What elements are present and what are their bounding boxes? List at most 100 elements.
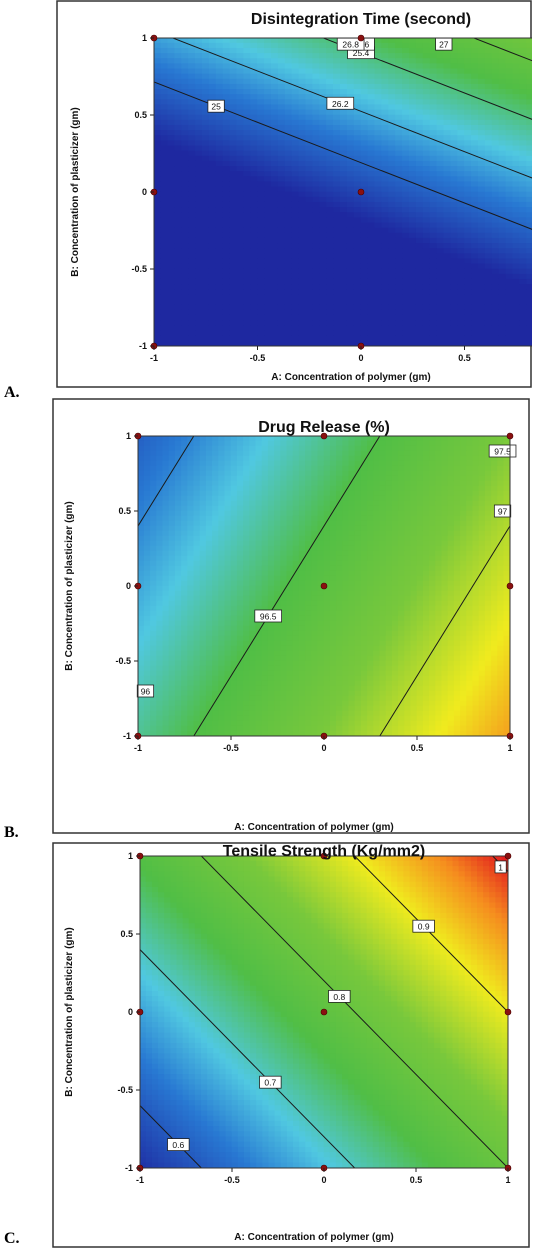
heatmap-cell xyxy=(519,181,528,188)
heatmap-cell xyxy=(519,320,528,326)
heatmap-cell xyxy=(218,490,226,497)
heatmap-cell xyxy=(415,217,424,224)
heatmap-cell xyxy=(174,63,183,70)
heatmap-cell xyxy=(212,530,220,537)
heatmap-cell xyxy=(230,715,238,722)
heatmap-cell xyxy=(305,314,314,321)
heatmap-cell xyxy=(298,186,307,193)
heatmap-cell xyxy=(212,595,220,602)
heatmap-cell xyxy=(443,299,452,306)
heatmap-cell xyxy=(277,47,286,54)
heatmap-cell xyxy=(395,201,403,208)
heatmap-cell xyxy=(333,253,341,260)
heatmap-cell xyxy=(457,248,465,255)
heatmap-cell xyxy=(187,485,195,492)
heatmap-cell xyxy=(512,191,521,198)
heatmap-cell xyxy=(168,640,176,647)
heatmap-cell xyxy=(450,89,459,95)
heatmap-cell xyxy=(450,58,459,65)
heatmap-cell xyxy=(402,268,410,275)
heatmap-cell xyxy=(353,124,362,131)
heatmap-cell xyxy=(138,500,145,507)
heatmap-cell xyxy=(193,540,201,547)
heatmap-cell xyxy=(436,304,445,311)
heatmap-cell xyxy=(249,585,257,592)
heatmap-cell xyxy=(195,53,203,60)
heatmap-cell xyxy=(174,191,183,198)
heatmap-cell xyxy=(333,130,341,137)
heatmap-cell xyxy=(187,695,195,702)
heatmap-cell xyxy=(360,217,369,224)
heatmap-cell xyxy=(478,124,486,131)
heatmap-cell xyxy=(264,284,272,291)
heatmap-cell xyxy=(388,273,396,280)
heatmap-cell xyxy=(512,58,521,65)
heatmap-cell xyxy=(326,89,334,95)
heatmap-cell xyxy=(395,248,403,255)
heatmap-cell xyxy=(284,222,293,229)
heatmap-cell xyxy=(505,325,514,332)
heatmap-cell xyxy=(291,268,300,275)
heatmap-cell xyxy=(236,645,244,652)
heatmap-cell xyxy=(174,455,182,462)
heatmap-cell xyxy=(267,480,275,487)
heatmap-cell xyxy=(381,135,390,142)
heatmap-cell xyxy=(261,550,269,557)
heatmap-cell xyxy=(422,299,431,306)
heatmap-cell xyxy=(402,263,410,270)
heatmap-cell xyxy=(150,640,158,647)
heatmap-cell xyxy=(222,38,231,44)
heatmap-cell xyxy=(181,645,189,652)
heatmap-cell xyxy=(512,73,521,80)
heatmap-cell xyxy=(156,535,164,542)
heatmap-cell xyxy=(154,222,162,229)
heatmap-cell xyxy=(162,520,170,527)
heatmap-cell xyxy=(215,212,224,219)
heatmap-cell xyxy=(505,135,514,142)
heatmap-cell xyxy=(429,160,438,167)
heatmap-cell xyxy=(188,263,196,270)
heatmap-cell xyxy=(395,114,403,121)
heatmap-cell xyxy=(202,314,210,321)
heatmap-cell xyxy=(181,114,189,121)
heatmap-cell xyxy=(274,470,282,477)
heatmap-cell xyxy=(409,201,417,208)
heatmap-cell xyxy=(415,258,424,265)
design-point xyxy=(357,188,365,196)
heatmap-cell xyxy=(255,675,263,682)
heatmap-cell xyxy=(443,309,452,316)
heatmap-cell xyxy=(284,63,293,70)
heatmap-cell xyxy=(305,124,314,131)
heatmap-cell xyxy=(464,171,472,178)
heatmap-cell xyxy=(181,294,189,301)
heatmap-cell xyxy=(150,630,158,637)
heatmap-cell xyxy=(512,155,521,162)
heatmap-cell xyxy=(143,545,151,552)
heatmap-cell xyxy=(174,555,182,562)
heatmap-cell xyxy=(257,166,265,172)
heatmap-cell xyxy=(519,47,528,54)
heatmap-cell xyxy=(464,278,472,285)
heatmap-cell xyxy=(222,109,231,116)
heatmap-cell xyxy=(236,600,244,607)
heatmap-cell xyxy=(143,520,151,527)
heatmap-cell xyxy=(174,436,182,442)
heatmap-cell xyxy=(236,135,245,142)
heatmap-cell xyxy=(353,340,362,346)
heatmap-cell xyxy=(298,150,307,157)
heatmap-cell xyxy=(457,68,465,75)
heatmap-cell xyxy=(436,325,445,332)
heatmap-cell xyxy=(243,284,252,291)
heatmap-cell xyxy=(261,475,269,482)
heatmap-cell xyxy=(187,495,195,502)
heatmap-cell xyxy=(222,181,231,188)
heatmap-cell xyxy=(484,263,493,270)
heatmap-cell xyxy=(395,47,403,54)
heatmap-cell xyxy=(202,140,210,147)
heatmap-cell xyxy=(215,160,224,167)
heatmap-cell xyxy=(415,278,424,285)
heatmap-cell xyxy=(243,440,251,447)
heatmap-cell xyxy=(367,94,376,101)
heatmap-cell xyxy=(319,99,327,106)
heatmap-cell xyxy=(236,590,244,597)
